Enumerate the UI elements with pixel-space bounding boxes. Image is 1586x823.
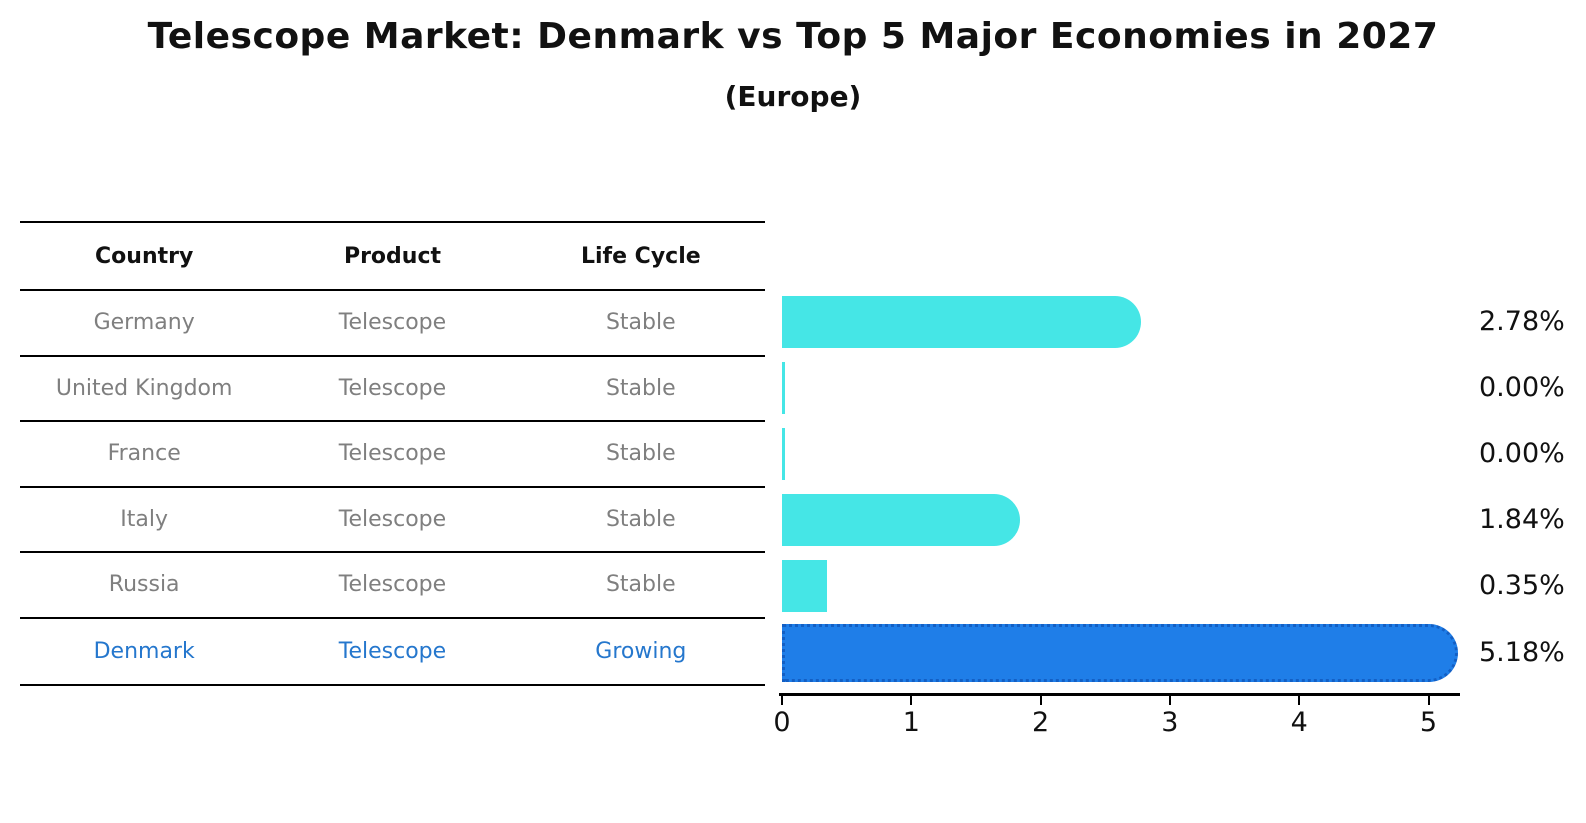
chart-title: Telescope Market: Denmark vs Top 5 Major… [147, 16, 1439, 57]
value-label-france: 0.00% [1479, 438, 1565, 469]
table-row-germany: Germany Telescope Stable [20, 291, 765, 357]
cell-country-united-kingdom: United Kingdom [55, 375, 233, 401]
column-header-life-cycle: Life Cycle [580, 243, 701, 269]
x-tick-label-1: 1 [902, 707, 920, 738]
value-label-denmark: 5.18% [1479, 637, 1565, 668]
value-label-germany: 2.78% [1479, 306, 1565, 337]
x-tick-3 [1168, 696, 1171, 705]
cell-product-germany: Telescope [338, 310, 447, 336]
cell-life-cycle-russia: Stable [605, 572, 676, 598]
value-label-russia: 0.35% [1479, 570, 1565, 601]
column-header-country: Country [95, 243, 194, 269]
cell-country-denmark: Denmark [93, 638, 195, 664]
x-tick-label-4: 4 [1290, 707, 1308, 738]
cell-product-italy: Telescope [338, 506, 447, 532]
value-label-italy: 1.84% [1479, 504, 1565, 535]
cell-country-italy: Italy [120, 506, 169, 532]
cell-life-cycle-denmark: Growing [595, 638, 687, 664]
bar-italy [782, 494, 1020, 546]
cell-product-france: Telescope [338, 441, 447, 467]
value-label-united-kingdom: 0.00% [1479, 372, 1565, 403]
x-tick-label-0: 0 [773, 707, 791, 738]
x-tick-1 [910, 696, 913, 705]
x-tick-label-2: 2 [1032, 707, 1050, 738]
cell-life-cycle-united-kingdom: Stable [605, 375, 676, 401]
cell-life-cycle-germany: Stable [605, 310, 676, 336]
cell-life-cycle-france: Stable [605, 441, 676, 467]
table-header-row: Country Product Life Cycle [20, 223, 765, 291]
x-tick-label-3: 3 [1161, 707, 1179, 738]
cell-life-cycle-italy: Stable [605, 506, 676, 532]
bar-united-kingdom [782, 362, 785, 414]
bar-russia [782, 560, 828, 612]
bar-france [782, 428, 785, 480]
cell-product-united-kingdom: Telescope [338, 375, 447, 401]
x-tick-0 [781, 696, 783, 705]
x-tick-4 [1298, 696, 1301, 705]
table-row-denmark: Denmark Telescope Growing [20, 619, 765, 686]
cell-product-denmark: Telescope [338, 638, 447, 664]
cell-country-germany: Germany [93, 310, 195, 336]
x-axis-line [779, 693, 1460, 696]
x-tick-5 [1427, 696, 1430, 705]
table-row-russia: Russia Telescope Stable [20, 553, 765, 619]
x-tick-2 [1039, 696, 1042, 705]
table-body: Germany Telescope Stable United Kingdom Tele… [20, 291, 765, 686]
cell-country-france: France [107, 441, 181, 467]
country-table: Country Product Life Cycle Germany Telesc… [20, 221, 765, 686]
cell-product-russia: Telescope [338, 572, 447, 598]
column-header-product: Product [343, 243, 442, 269]
table-row-france: France Telescope Stable [20, 422, 765, 488]
table-row-united-kingdom: United Kingdom Telescope Stable [20, 357, 765, 422]
chart-subtitle: (Europe) [724, 80, 862, 113]
table-row-italy: Italy Telescope Stable [20, 488, 765, 553]
bar-denmark [782, 624, 1458, 682]
cell-country-russia: Russia [108, 572, 180, 598]
bar-germany [782, 296, 1142, 348]
x-tick-label-5: 5 [1419, 707, 1438, 738]
